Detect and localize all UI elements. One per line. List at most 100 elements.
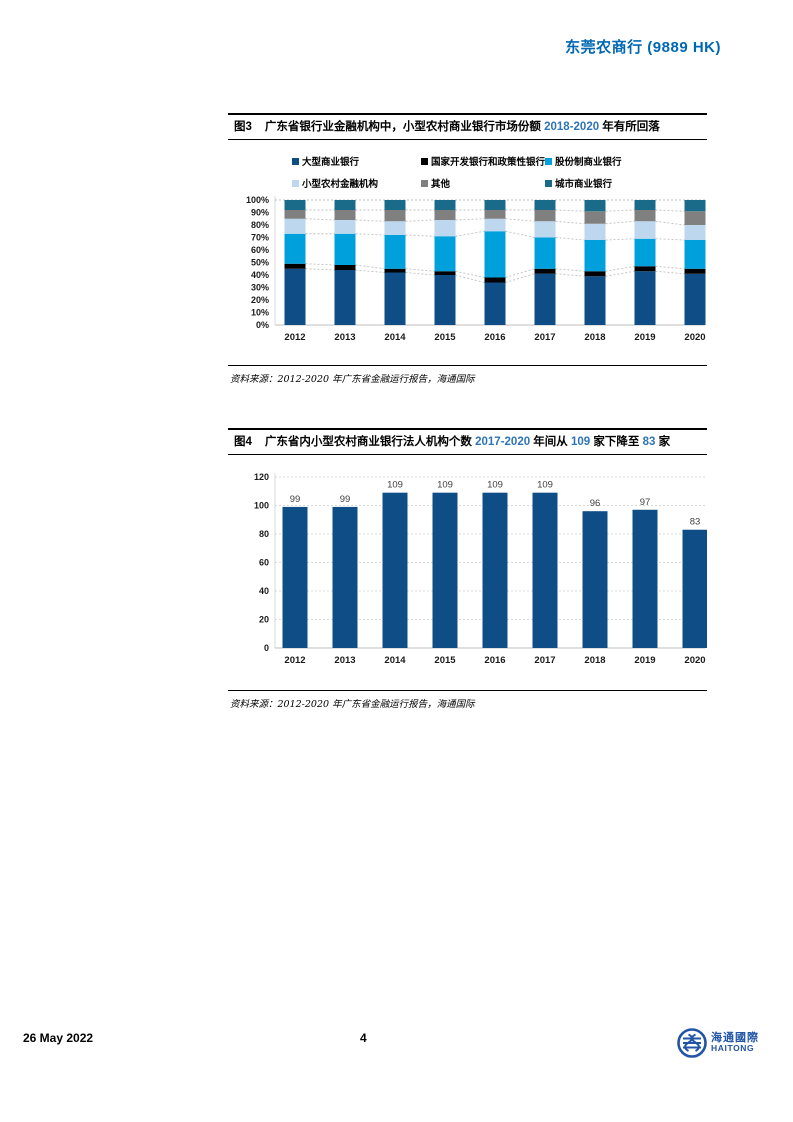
series-connector-line — [305, 268, 335, 271]
series-connector-line — [355, 233, 385, 236]
series-connector-line — [405, 268, 435, 273]
stacked-bar-segment — [584, 276, 606, 326]
stacked-bar-segment — [384, 272, 406, 326]
x-tick-label: 2018 — [584, 655, 605, 666]
x-tick-label: 2017 — [534, 332, 555, 343]
stacked-bar-segment — [684, 269, 706, 275]
x-tick-label: 2019 — [634, 332, 655, 343]
series-connector-line — [655, 221, 685, 226]
x-tick-label: 2020 — [684, 332, 705, 343]
stacked-bar-segment — [384, 235, 406, 270]
x-tick-label: 2013 — [334, 655, 355, 666]
stacked-bar-segment — [534, 210, 556, 222]
series-connector-line — [355, 219, 385, 223]
stacked-bar-segment — [334, 200, 356, 211]
x-tick-label: 2019 — [634, 655, 655, 666]
series-connector-line — [605, 266, 635, 273]
bar-value-label: 109 — [387, 480, 403, 491]
legend-item: 城市商业银行 — [545, 176, 707, 190]
figure4-source: 资料来源：2012-2020 年广东省金融运行报告，海通国际 — [228, 690, 707, 710]
legend-label: 国家开发银行和政策性银行 — [431, 157, 546, 169]
series-connector-line — [555, 237, 585, 241]
figure3-source: 资料来源：2012-2020 年广东省金融运行报告，海通国际 — [228, 365, 707, 385]
stacked-bar-segment — [634, 271, 656, 326]
x-tick-label: 2012 — [284, 655, 305, 666]
series-connector-line — [655, 271, 685, 275]
stacked-bar-segment — [334, 210, 356, 221]
y-tick-label: 50% — [251, 258, 269, 268]
legend-item: 股份制商业银行 — [545, 154, 707, 168]
legend-label: 城市商业银行 — [555, 179, 613, 191]
figure3-title: 图3 广东省银行业金融机构中，小型农村商业银行市场份额 2018-2020 年有所… — [228, 113, 707, 141]
series-connector-line — [455, 274, 485, 284]
y-tick-label: 80% — [251, 221, 269, 231]
bar — [482, 493, 508, 649]
series-connector-line — [355, 269, 385, 274]
stacked-bar-segment — [434, 236, 456, 272]
stacked-bar-segment — [484, 200, 506, 211]
bar-value-label: 109 — [437, 480, 453, 491]
stacked-bar-segment — [534, 274, 556, 326]
figure4-title: 图4 广东省内小型农村商业银行法人机构个数 2017-2020 年间从 109 家… — [228, 428, 707, 456]
stacked-bar-segment — [684, 240, 706, 270]
y-tick-label: 0% — [256, 321, 269, 331]
bar — [282, 507, 308, 649]
figure3-block: 图3 广东省银行业金融机构中，小型农村商业银行市场份额 2018-2020 年有所… — [228, 113, 707, 385]
y-tick-label: 60 — [259, 558, 269, 568]
legend-label: 股份制商业银行 — [555, 157, 622, 169]
stacked-bar-segment — [434, 220, 456, 237]
stacked-bar-segment — [484, 210, 506, 220]
stacked-bar-segment — [684, 274, 706, 326]
stacked-bar-segment — [484, 277, 506, 283]
haitong-logo-text: 海通國際 HAITONG — [711, 1032, 759, 1053]
y-tick-label: 40 — [259, 587, 269, 597]
stacked-bar-segment — [534, 237, 556, 270]
title-run: 109 — [571, 436, 591, 448]
bar-value-label: 99 — [290, 494, 301, 505]
stacked-bar-segment — [534, 269, 556, 275]
stacked-bar-segment — [384, 200, 406, 211]
y-tick-label: 80 — [259, 530, 269, 540]
bar-value-label: 96 — [590, 499, 601, 510]
stacked-bar-segment — [584, 271, 606, 277]
figure4-chart: 0 20 40 60 80 100 120 99 2012 99 2013 109 2014 109 201… — [254, 473, 707, 666]
x-tick-label: 2014 — [384, 655, 406, 666]
figure4-title-text: 广东省内小型农村商业银行法人机构个数 2017-2020 年间从 109 家下降… — [265, 436, 670, 448]
series-connector-line — [605, 238, 635, 241]
series-connector-line — [655, 209, 685, 213]
y-tick-label: 20% — [251, 296, 269, 306]
stacked-bar-segment — [484, 219, 506, 232]
x-tick-label: 2013 — [334, 332, 355, 343]
y-tick-label: 60% — [251, 246, 269, 256]
stacked-bar-segment — [334, 234, 356, 266]
bar — [532, 493, 558, 649]
title-run: 广东省内小型农村商业银行法人机构个数 — [264, 436, 476, 448]
y-tick-label: 90% — [251, 208, 269, 218]
y-tick-label: 120 — [254, 473, 269, 483]
stacked-bar-segment — [534, 200, 556, 211]
bar — [382, 493, 408, 649]
bar-value-label: 99 — [340, 494, 351, 505]
series-connector-line — [405, 219, 435, 223]
bar-value-label: 109 — [537, 480, 553, 491]
series-connector-line — [455, 231, 485, 238]
legend-swatch-icon — [421, 179, 428, 187]
y-tick-label: 100% — [246, 196, 269, 206]
stacked-bar-segment — [584, 240, 606, 272]
page-number: 4 — [360, 1031, 367, 1045]
legend-swatch-icon — [421, 157, 428, 165]
bar — [632, 510, 658, 649]
series-connector-line — [355, 264, 385, 270]
stacked-bar-segment — [284, 264, 306, 270]
x-tick-label: 2017 — [534, 655, 555, 666]
series-connector-line — [555, 273, 585, 278]
figure3-chart: 0% 10% 20% 30% 40% 50% 60% 70% 80% 90% 100% 2012 201… — [246, 196, 706, 344]
title-run: 年间从 — [530, 436, 571, 448]
report-header-title: 东莞农商行 (9889 HK) — [565, 39, 721, 56]
stacked-bar-segment — [384, 210, 406, 222]
bar-value-label: 83 — [690, 517, 701, 528]
x-tick-label: 2020 — [684, 655, 705, 666]
series-connector-line — [455, 271, 485, 279]
series-connector-line — [655, 238, 685, 241]
